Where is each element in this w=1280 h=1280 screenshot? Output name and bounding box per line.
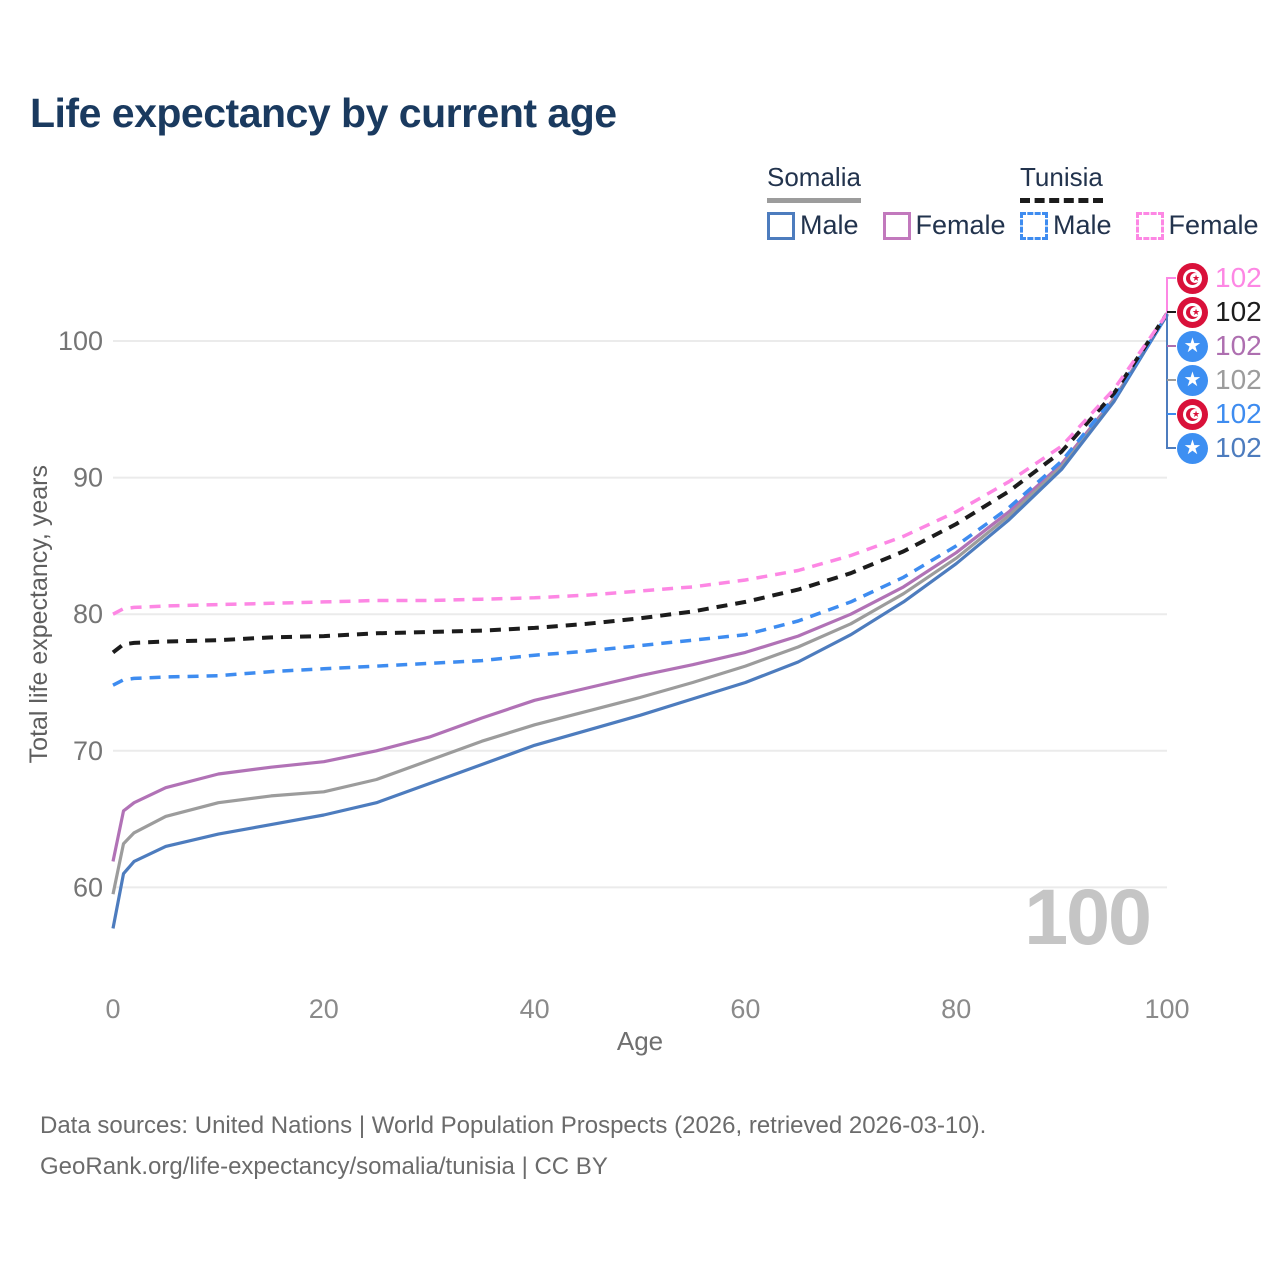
tunisia-flag-icon: ★ [1177, 296, 1208, 328]
end-label-tunisia-female: ★ 102 [1177, 262, 1262, 294]
y-axis-title: Total life expectancy, years [25, 465, 53, 763]
leader-tunisia-female [1166, 277, 1176, 314]
end-value: 102 [1215, 364, 1262, 395]
somalia-flag-icon: ★ [1177, 330, 1208, 362]
end-label-somalia-female: ★ 102 [1177, 330, 1262, 362]
y-tick-label: 80 [73, 599, 103, 629]
end-label-somalia-total: ★ 102 [1177, 364, 1262, 396]
legend-item-tunisia-male[interactable]: Male [1020, 210, 1112, 241]
x-tick-label: 20 [309, 994, 339, 1024]
y-tick-label: 100 [58, 326, 103, 356]
line-tunisia [111, 312, 1169, 654]
legend-label-somalia-male: Male [800, 210, 859, 240]
line-tunisia-female [112, 312, 1169, 616]
leader-somalia-male [1166, 313, 1176, 449]
end-value: 102 [1215, 296, 1262, 327]
x-tick-label: 0 [105, 994, 120, 1024]
legend-label-tunisia-male: Male [1053, 210, 1112, 240]
line-tunisia-male [112, 314, 1169, 687]
legend-item-tunisia-female[interactable]: Female [1135, 210, 1259, 241]
legend-label-somalia-female: Female [915, 210, 1006, 240]
legend-row-somalia: Male Female [767, 210, 1030, 241]
end-label-tunisia-total: ★ 102 [1177, 296, 1262, 328]
end-value: 102 [1215, 262, 1262, 293]
watermark-age-100: 100 [1024, 872, 1150, 961]
y-tick-label: 90 [73, 463, 103, 493]
x-tick-label: 100 [1144, 994, 1189, 1024]
legend-row-tunisia: Male Female [1020, 210, 1280, 241]
legend-label-tunisia-female: Female [1168, 210, 1259, 240]
end-label-tunisia-male: ★ 102 [1177, 398, 1262, 430]
legend-header-tunisia[interactable]: Tunisia [1020, 162, 1103, 203]
y-tick-label: 70 [73, 736, 103, 766]
somalia-male-swatch-icon [767, 211, 795, 240]
legend-group-somalia: Somalia Male Female [767, 162, 1030, 241]
end-value: 102 [1215, 432, 1262, 463]
page-title: Life expectancy by current age [30, 90, 617, 136]
footer-data-sources: Data sources: United Nations | World Pop… [40, 1112, 987, 1139]
line-somalia [111, 314, 1169, 895]
somalia-flag-icon: ★ [1177, 364, 1208, 396]
tunisia-flag-icon: ★ [1177, 398, 1208, 430]
legend-item-somalia-male[interactable]: Male [767, 210, 859, 241]
line-somalia-female [111, 314, 1169, 862]
footer: Data sources: United Nations | World Pop… [40, 1105, 986, 1187]
legend-header-somalia[interactable]: Somalia [767, 162, 861, 203]
x-tick-label: 80 [941, 994, 971, 1024]
line-somalia-male [111, 314, 1169, 929]
tunisia-flag-icon: ★ [1177, 262, 1208, 294]
tunisia-male-swatch-icon [1020, 211, 1048, 240]
x-tick-label: 60 [730, 994, 760, 1024]
x-axis-title: Age [617, 1026, 663, 1056]
end-value: 102 [1215, 398, 1262, 429]
end-label-somalia-male: ★ 102 [1177, 432, 1262, 464]
somalia-female-swatch-icon [882, 211, 911, 240]
footer-attribution-url: GeoRank.org/life-expectancy/somalia/tuni… [40, 1153, 608, 1180]
tunisia-female-swatch-icon [1135, 211, 1164, 240]
end-value: 102 [1215, 330, 1262, 361]
x-tick-label: 40 [520, 994, 550, 1024]
legend-group-tunisia: Tunisia Male Female [1020, 162, 1280, 241]
legend-item-somalia-female[interactable]: Female [882, 210, 1006, 241]
somalia-flag-icon: ★ [1177, 432, 1208, 464]
y-tick-label: 60 [73, 872, 103, 902]
